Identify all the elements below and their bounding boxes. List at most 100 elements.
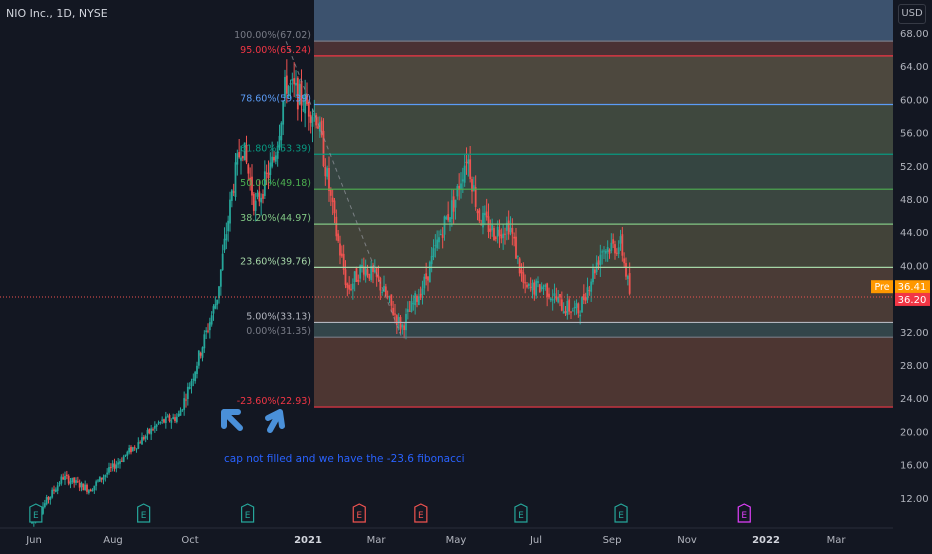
- candle-body: [97, 480, 99, 482]
- earnings-marker: E: [137, 503, 151, 523]
- candle-body: [520, 270, 523, 274]
- candle-body: [531, 282, 534, 291]
- candle-body: [320, 120, 323, 136]
- candle-body: [60, 476, 63, 484]
- candle-body: [139, 442, 142, 444]
- symbol-label[interactable]: NIO Inc., 1D, NYSE: [6, 7, 108, 20]
- candle: [540, 282, 543, 292]
- price-tick-label: 64.00: [900, 62, 929, 73]
- candle-body: [406, 309, 409, 312]
- candle-body: [188, 386, 191, 389]
- fib-label: 61.80%(53.39): [240, 143, 311, 154]
- candle-body: [106, 472, 109, 475]
- earnings-label: E: [618, 511, 624, 521]
- fib-zone: [314, 41, 893, 56]
- candle: [89, 488, 92, 492]
- candle-body: [348, 285, 351, 290]
- candle-body: [493, 228, 495, 241]
- fib-zone: [314, 224, 893, 268]
- candle: [388, 295, 391, 304]
- candle: [80, 481, 83, 492]
- candle-body: [362, 266, 365, 275]
- time-tick-label: Mar: [367, 535, 387, 546]
- candle: [377, 265, 380, 282]
- candle-body: [399, 317, 402, 330]
- candle-body: [456, 186, 459, 197]
- candle: [538, 283, 541, 293]
- candle-body: [280, 122, 283, 141]
- candle-body: [174, 417, 176, 422]
- candle: [414, 290, 417, 315]
- candle: [241, 155, 244, 162]
- candle: [379, 276, 382, 300]
- candle-body: [412, 303, 415, 305]
- candle: [82, 483, 85, 491]
- candle: [384, 283, 387, 298]
- candle-body: [458, 185, 461, 190]
- candle: [124, 454, 127, 457]
- candle: [190, 378, 193, 394]
- earnings-badge: [514, 503, 528, 523]
- candle: [460, 172, 462, 199]
- candle: [454, 199, 457, 220]
- candle: [489, 219, 492, 240]
- candle: [93, 485, 96, 494]
- candle: [373, 259, 376, 274]
- candle: [271, 141, 274, 169]
- candle-body: [483, 213, 486, 216]
- candle: [452, 189, 455, 225]
- price-tag-value: 36.20: [898, 295, 927, 306]
- candle-body: [302, 109, 305, 111]
- earnings-marker: E: [614, 503, 628, 523]
- candle: [141, 432, 143, 445]
- candle: [417, 288, 420, 306]
- candle-body: [307, 101, 310, 117]
- candle-body: [335, 216, 338, 237]
- candle: [161, 416, 164, 425]
- candle-body: [269, 162, 272, 175]
- candle-body: [186, 386, 189, 399]
- candle-body: [361, 264, 363, 267]
- candle: [575, 299, 578, 315]
- candle: [262, 189, 264, 204]
- candle-body: [522, 272, 525, 283]
- currency-badge[interactable]: USD: [898, 4, 926, 24]
- candle: [419, 286, 422, 301]
- time-tick-label: Jun: [25, 535, 42, 546]
- candle: [62, 473, 65, 480]
- candle-body: [428, 261, 431, 283]
- candle: [474, 175, 477, 211]
- candle-body: [548, 293, 550, 298]
- candle: [328, 156, 330, 202]
- candle: [186, 382, 189, 406]
- candle: [412, 295, 415, 311]
- candle: [621, 226, 624, 262]
- candle-body: [419, 293, 422, 298]
- candle: [225, 222, 228, 250]
- candle-body: [544, 284, 547, 287]
- candle: [333, 198, 336, 224]
- candle-body: [163, 419, 165, 423]
- earnings-marker: E: [241, 503, 255, 523]
- candle: [247, 163, 250, 181]
- candle: [150, 425, 153, 440]
- candle: [76, 476, 79, 483]
- price-tag: 36.20: [895, 292, 930, 306]
- candle: [458, 173, 461, 201]
- candle: [608, 248, 611, 259]
- candle-body: [355, 268, 358, 282]
- candle-body: [423, 276, 426, 289]
- candle: [606, 240, 609, 262]
- earnings-marker: E: [352, 503, 366, 523]
- candle-body: [300, 80, 303, 106]
- candle: [443, 215, 446, 241]
- candle-body: [84, 484, 87, 491]
- candle: [482, 205, 484, 235]
- candle-body: [108, 467, 110, 473]
- candle-body: [273, 156, 275, 161]
- fib-label: -23.60%(22.93): [237, 396, 311, 407]
- candle: [274, 151, 277, 165]
- candle-body: [73, 477, 76, 483]
